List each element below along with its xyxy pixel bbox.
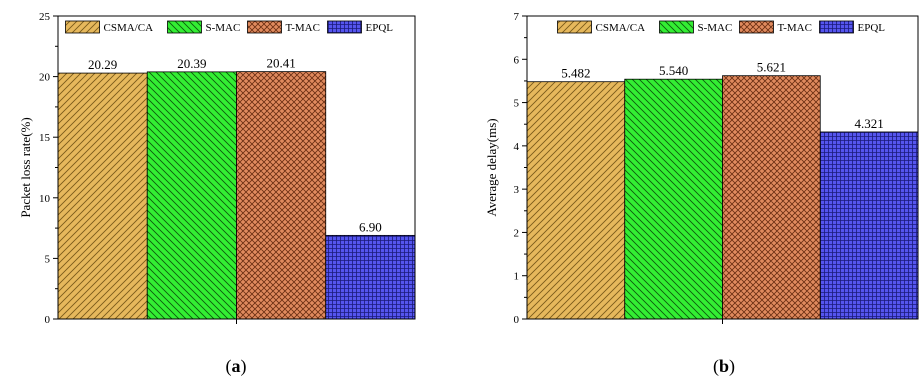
- legend-item-s-mac: S-MAC: [659, 20, 733, 34]
- y-tick-label: 5: [514, 98, 520, 110]
- legend-label: S-MAC: [698, 22, 733, 34]
- bar-epql: [325, 234, 416, 320]
- value-label-s-mac: 20.39: [177, 56, 206, 71]
- y-tick-label: 20: [39, 72, 51, 84]
- legend-a: CSMA/CA S-MAC T-MAC EPQL: [65, 20, 394, 34]
- y-tick-label: 15: [39, 132, 51, 144]
- y-axis-b: 0 1 2 3 4 5 6 7: [514, 11, 723, 326]
- legend-item-csma-ca: CSMA/CA: [557, 20, 646, 34]
- y-tick-label: 0: [45, 314, 51, 326]
- legend-b: CSMA/CA S-MAC T-MAC EPQL: [557, 20, 886, 34]
- bar-csma-ca: [57, 72, 148, 320]
- legend-swatch: [819, 20, 854, 34]
- legend-item-csma-ca: CSMA/CA: [65, 20, 154, 34]
- y-tick-label: 7: [514, 11, 520, 23]
- legend-swatch: [659, 20, 694, 34]
- legend-item-t-mac: T-MAC: [247, 20, 320, 34]
- legend-swatch: [167, 20, 202, 34]
- legend-label: EPQL: [858, 22, 886, 34]
- y-tick-label: 1: [514, 271, 520, 283]
- y-tick-label: 6: [514, 54, 520, 66]
- value-label-epql: 6.90: [359, 219, 382, 234]
- legend-item-epql: EPQL: [819, 20, 886, 34]
- y-tick-label: 5: [45, 253, 51, 265]
- legend-swatch: [327, 20, 362, 34]
- y-tick-label: 25: [39, 11, 51, 23]
- y-axis-label-b: Average delay(ms): [484, 118, 499, 216]
- bars-a: [57, 71, 416, 320]
- bar-csma-ca: [526, 81, 626, 320]
- legend-item-epql: EPQL: [327, 20, 394, 34]
- legend-swatch: [739, 20, 774, 34]
- legend-item-s-mac: S-MAC: [167, 20, 241, 34]
- legend-label: S-MAC: [206, 22, 241, 34]
- bar-epql: [819, 131, 919, 320]
- legend-item-t-mac: T-MAC: [739, 20, 812, 34]
- value-label-csma-ca: 5.482: [561, 66, 590, 81]
- value-label-t-mac: 5.621: [757, 60, 786, 75]
- chart-panel-b: 5.482 5.540 5.621 4.321 0 1 2 3 4 5 6 7 Average de…: [484, 11, 919, 377]
- legend-swatch: [247, 20, 282, 34]
- legend-swatch: [557, 20, 592, 34]
- legend-swatch: [65, 20, 100, 34]
- value-label-epql: 4.321: [855, 116, 884, 131]
- bar-s-mac: [624, 78, 723, 320]
- y-tick-label: 2: [514, 227, 520, 239]
- value-label-csma-ca: 20.29: [88, 57, 117, 72]
- y-axis-label-a: Packet loss rate(%): [18, 117, 33, 217]
- y-tick-label: 0: [514, 314, 520, 326]
- caption-a: (a): [226, 356, 247, 377]
- y-tick-label: 4: [514, 141, 520, 153]
- bar-t-mac: [236, 71, 327, 320]
- value-label-t-mac: 20.41: [267, 56, 296, 71]
- y-tick-label: 3: [514, 184, 520, 196]
- legend-label: CSMA/CA: [104, 22, 154, 34]
- value-labels-a: 20.29 20.39 20.41 6.90: [88, 56, 382, 235]
- y-axis-a: 0 5 10 15 20 25: [39, 11, 237, 326]
- legend-label: EPQL: [366, 22, 394, 34]
- legend-label: CSMA/CA: [596, 22, 646, 34]
- bar-s-mac: [146, 71, 237, 320]
- chart-panel-a: 20.29 20.39 20.41 6.90 0 5 10 15 20 25 Packet lo…: [18, 11, 416, 377]
- caption-b: (b): [713, 356, 735, 377]
- y-tick-label: 10: [39, 193, 51, 205]
- value-labels-b: 5.482 5.540 5.621 4.321: [561, 60, 884, 131]
- bar-t-mac: [722, 75, 821, 320]
- legend-label: T-MAC: [778, 22, 812, 34]
- legend-label: T-MAC: [286, 22, 320, 34]
- value-label-s-mac: 5.540: [659, 63, 688, 78]
- bars-b: [526, 75, 919, 320]
